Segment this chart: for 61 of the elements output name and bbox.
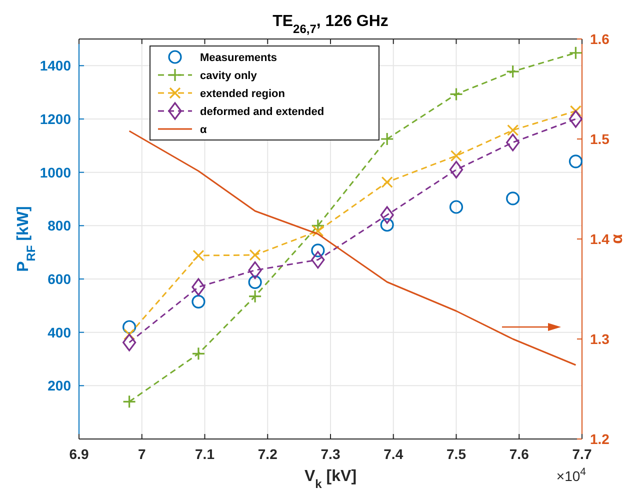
point — [380, 206, 394, 224]
point — [381, 176, 393, 188]
y2-tick-label: 1.3 — [590, 331, 610, 347]
point — [248, 290, 262, 304]
y2-tick-label: 1.6 — [590, 31, 610, 47]
y-tick-label: 1200 — [40, 111, 72, 127]
point — [311, 244, 325, 258]
point — [506, 134, 520, 152]
x-tick-label: 6.9 — [69, 446, 89, 462]
y-tick-label: 800 — [48, 218, 72, 234]
legend-label: Measurements — [200, 52, 278, 64]
point — [122, 320, 136, 334]
point — [192, 278, 206, 296]
point — [380, 132, 394, 146]
point — [568, 110, 583, 128]
y-tick-label: 400 — [48, 324, 72, 340]
y-tick-label: 1000 — [40, 164, 72, 180]
y2-axis-title: α — [609, 234, 626, 244]
y2-tick-label: 1.4 — [590, 231, 610, 247]
point — [450, 150, 462, 162]
point — [192, 250, 204, 262]
point — [570, 105, 582, 117]
point — [449, 200, 464, 214]
x-tick-label: 7.5 — [446, 446, 466, 462]
point — [192, 346, 206, 360]
point — [124, 328, 136, 340]
point — [248, 275, 262, 289]
point — [248, 261, 262, 279]
point — [312, 225, 324, 237]
point — [311, 251, 325, 269]
point — [507, 124, 519, 136]
point — [568, 46, 583, 60]
x-tick-label: 7.7 — [572, 446, 592, 462]
legend-label: cavity only — [200, 70, 258, 82]
y2-tick-label: 1.2 — [590, 431, 610, 447]
chart-title: TE$_{26,7}$, 126 GHz — [272, 13, 388, 36]
legend-label: extended region — [200, 88, 286, 100]
x-tick-label: 7.4 — [384, 446, 404, 462]
x-axis-title: V$_{k}$ [kV] — [304, 468, 357, 491]
point — [380, 218, 394, 232]
point — [122, 394, 136, 408]
point — [122, 334, 136, 352]
y2-tick-label: 1.5 — [590, 131, 610, 147]
point — [506, 192, 520, 206]
legend-label: deformed and extended — [200, 106, 324, 118]
point — [568, 154, 583, 168]
y-tick-label: 600 — [48, 271, 72, 287]
point — [192, 294, 206, 308]
x-tick-label: 7.3 — [320, 446, 340, 462]
point — [506, 64, 520, 78]
y-tick-label: 1400 — [40, 58, 72, 74]
y-tick-label: 200 — [48, 378, 72, 394]
point — [249, 249, 261, 261]
legend-label: α — [200, 124, 207, 136]
x-tick-label: 7 — [138, 446, 146, 462]
x-tick-label: 7.2 — [258, 446, 278, 462]
point — [449, 160, 464, 178]
x-tick-label: 7.1 — [195, 446, 215, 462]
point — [449, 87, 464, 101]
text: ×10$^{4}$ — [556, 466, 586, 484]
x-tick-label: 7.6 — [509, 446, 530, 462]
